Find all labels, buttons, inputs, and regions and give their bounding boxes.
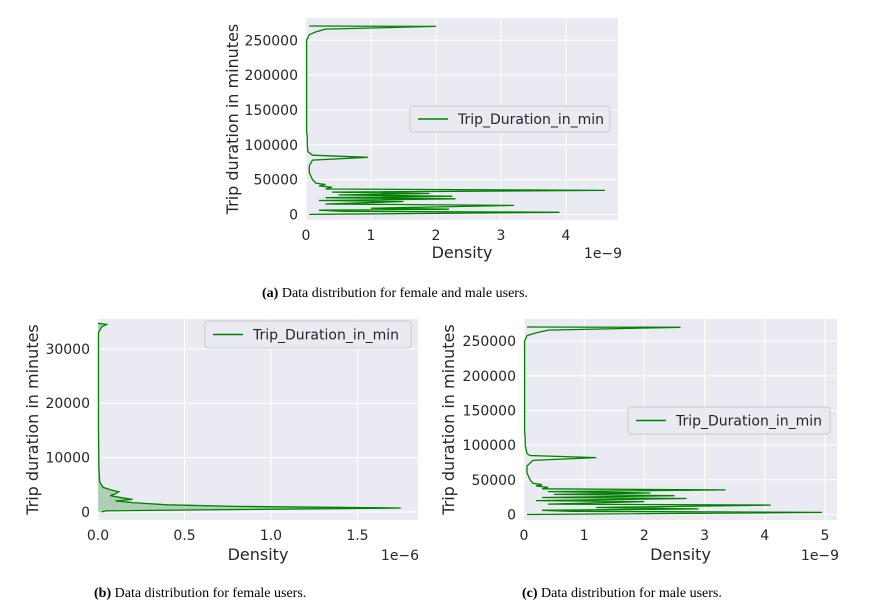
x-tick-label: 0 [520, 528, 529, 544]
caption-c-text: Data distribution for male users. [541, 586, 722, 601]
x-tick-label: 2 [640, 528, 649, 544]
x-tick-label: 3 [497, 228, 506, 244]
caption-a-label: (a) [262, 286, 279, 301]
x-tick-label: 1.5 [346, 528, 368, 544]
y-tick-label: 100000 [245, 138, 298, 154]
density-line [97, 322, 401, 513]
caption-b-text: Data distribution for female users. [114, 586, 307, 601]
x-tick-label: 4 [562, 228, 571, 244]
x-axis-label: Density [228, 545, 289, 564]
legend-label: Trip_Duration_in_min [675, 414, 822, 430]
chart-b-group: 0.0 0.5 1.0 1.5 0 10000 20000 30000 Trip_Duratio… [23, 319, 419, 564]
y-tick-label: 250000 [463, 334, 516, 350]
legend-label: Trip_Duration_in_min [457, 112, 604, 128]
y-tick-label: 30000 [45, 342, 90, 358]
legend-box [409, 105, 611, 133]
chart-c-group: 0 1 2 3 4 5 0 50000 100000 150000 200000 250000 Trip… [439, 319, 839, 564]
x-axis-label: Density [432, 243, 493, 262]
caption-c-label: (c) [522, 586, 538, 601]
y-tick-label: 200000 [463, 369, 516, 385]
caption-b-label: (b) [94, 586, 112, 601]
x-tick-label: 0.5 [173, 528, 195, 544]
x-tick-label: 1.0 [260, 528, 282, 544]
x-tick-label: 0 [302, 228, 311, 244]
y-tick-label: 250000 [245, 33, 298, 49]
density-line [523, 326, 823, 516]
legend-box [627, 406, 831, 435]
x-tick-label: 2 [432, 228, 441, 244]
x-offset-label: 1e−6 [381, 548, 419, 564]
y-tick-label: 150000 [463, 403, 516, 419]
y-tick-label: 0 [81, 505, 90, 521]
caption-a: (a) Data distribution for female and mal… [262, 286, 528, 302]
y-tick-label: 50000 [471, 473, 516, 489]
y-tick-label: 20000 [45, 396, 90, 412]
x-offset-label: 1e−9 [584, 246, 622, 262]
x-offset-label: 1e−9 [801, 548, 839, 564]
x-tick-label: 5 [821, 528, 830, 544]
legend-box [204, 320, 412, 349]
x-tick-label: 1 [580, 528, 589, 544]
x-tick-label: 1 [367, 228, 376, 244]
y-axis-label: Trip duration in minutes [23, 324, 42, 516]
caption-b: (b) Data distribution for female users. [94, 586, 306, 602]
y-axis-label: Trip duration in minutes [439, 324, 458, 516]
y-tick-label: 100000 [463, 438, 516, 454]
x-axis-label: Density [650, 545, 711, 564]
x-tick-label: 4 [760, 528, 769, 544]
y-tick-label: 200000 [245, 68, 298, 84]
y-tick-label: 0 [289, 207, 298, 223]
y-tick-label: 50000 [253, 173, 298, 189]
legend-label: Trip_Duration_in_min [252, 328, 399, 344]
density-line [305, 25, 606, 216]
y-axis-label: Trip duration in minutes [223, 24, 242, 216]
plot-area [98, 319, 418, 520]
y-tick-label: 150000 [245, 103, 298, 119]
y-tick-label: 0 [507, 507, 516, 523]
y-tick-label: 10000 [45, 451, 90, 467]
chart-a-group: 0 1 2 3 4 0 50000 100000 150000 200000 250000 Trip_… [223, 18, 622, 262]
caption-a-text: Data distribution for female and male us… [281, 286, 528, 301]
caption-c: (c) Data distribution for male users. [522, 586, 722, 602]
x-tick-label: 3 [700, 528, 709, 544]
x-tick-label: 0.0 [87, 528, 109, 544]
